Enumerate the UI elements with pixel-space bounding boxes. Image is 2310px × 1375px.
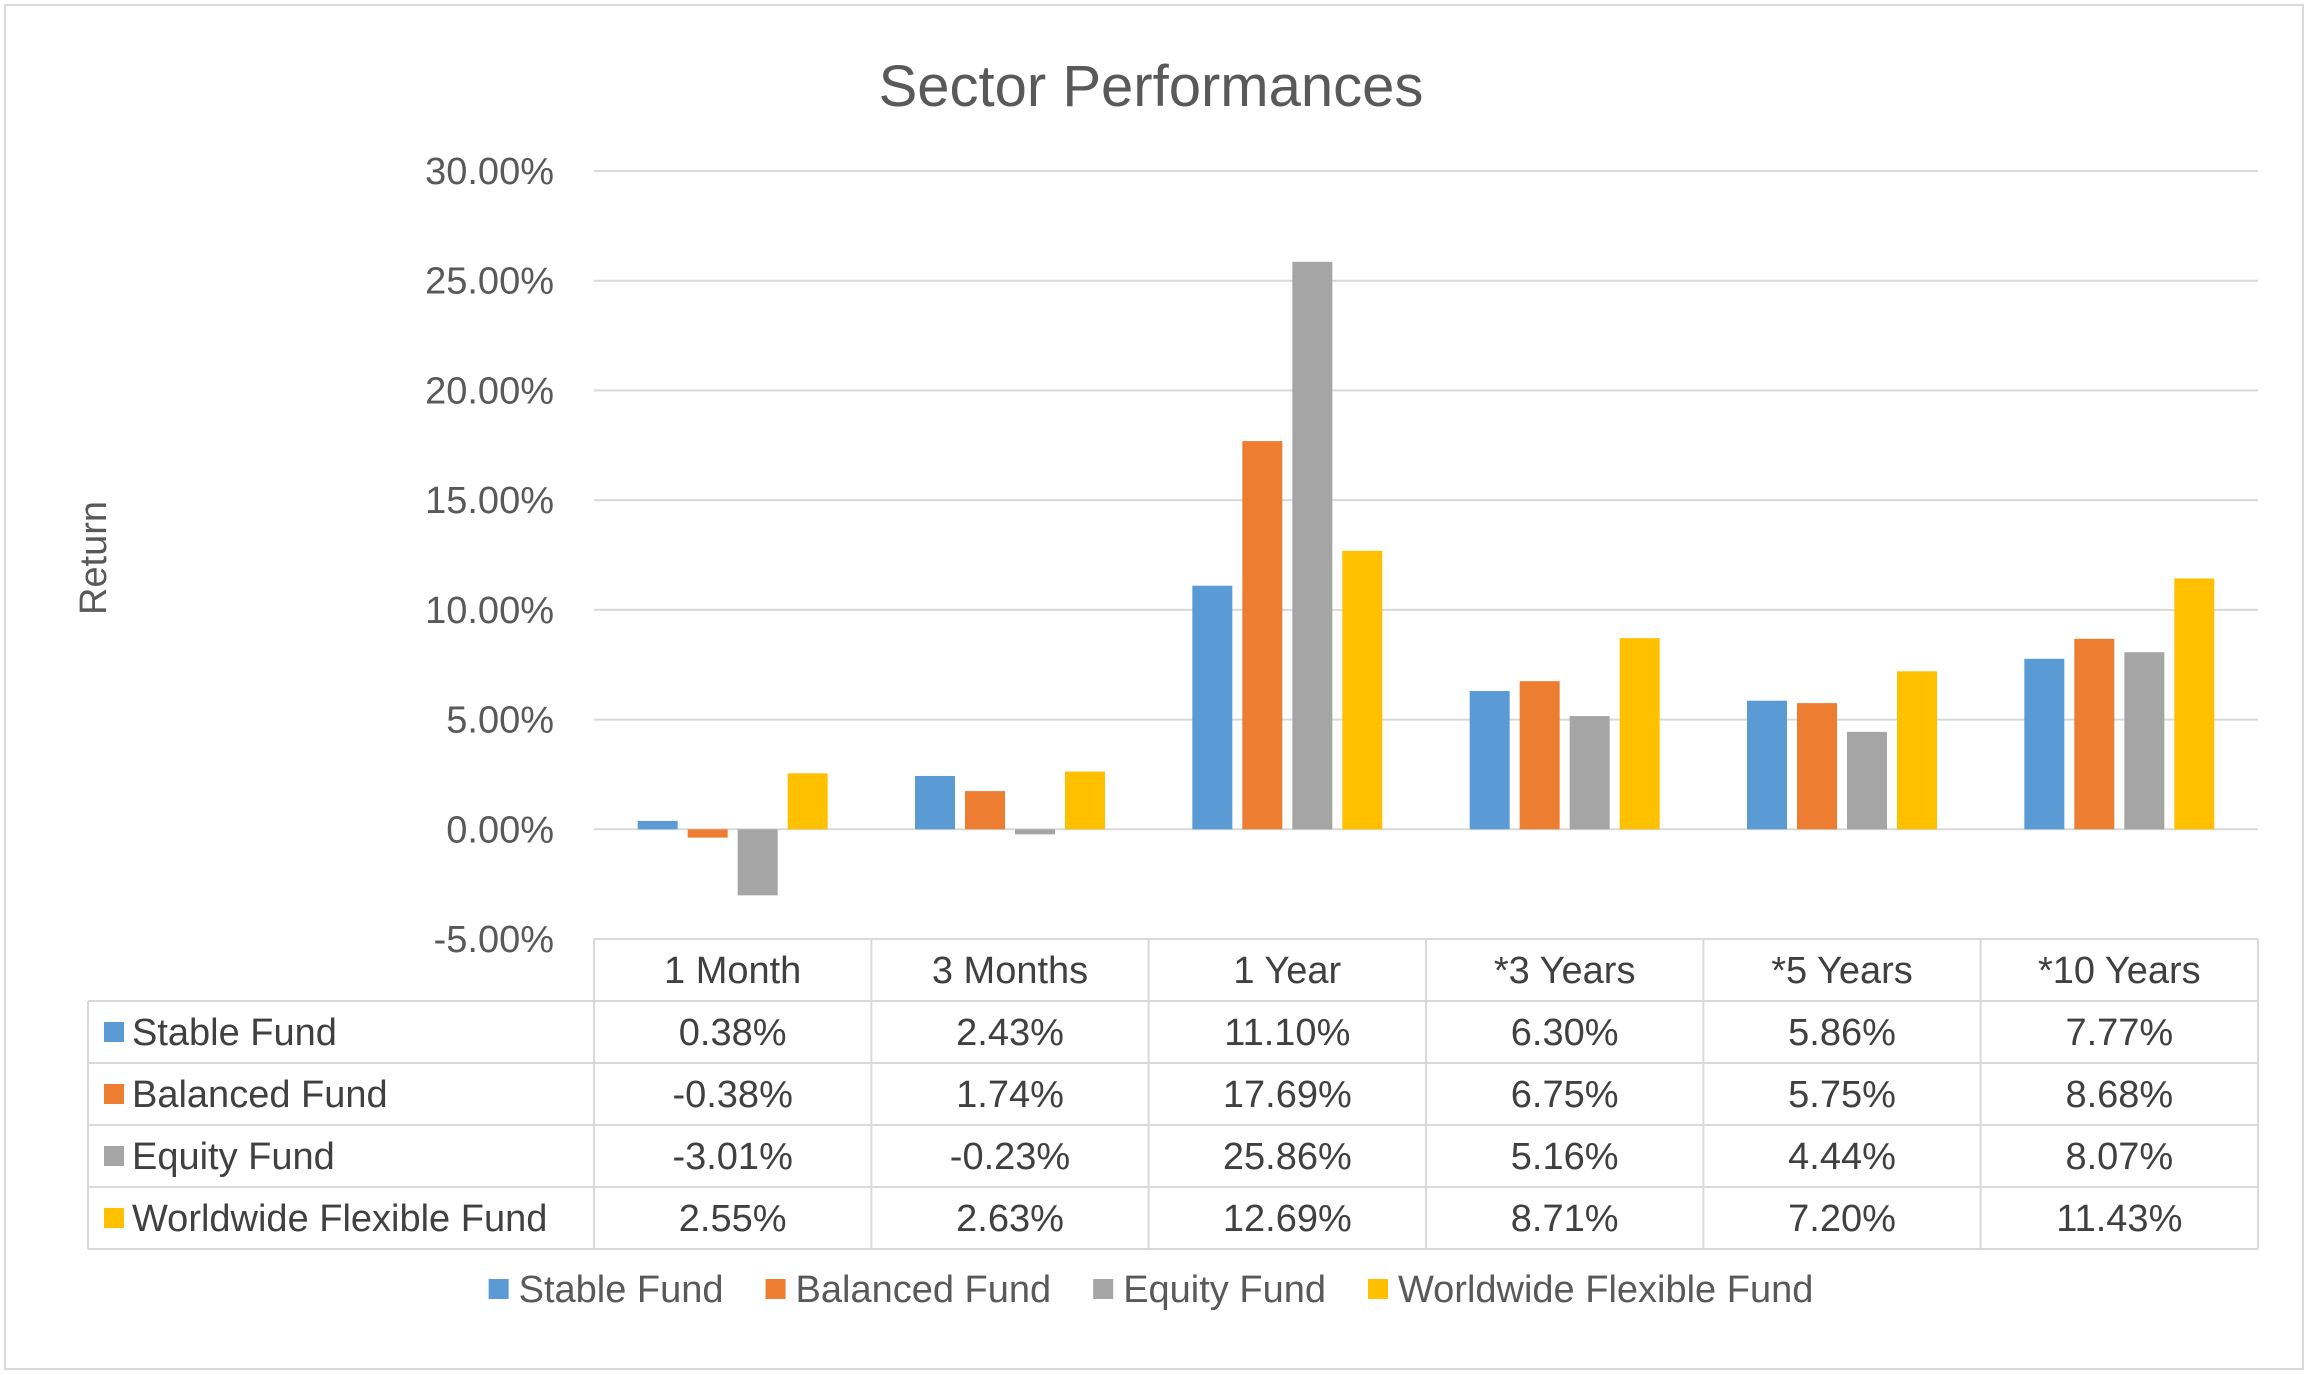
table-cell-value: 17.69% [1223, 1074, 1352, 1116]
table-cell-value: 5.75% [1788, 1074, 1896, 1116]
bar-equity-fund-3-months [1015, 829, 1055, 835]
bar-worldwide-flexible-fund-3-years [1619, 638, 1660, 830]
legend-key-stable-fund [488, 1279, 509, 1299]
table-legend-key [104, 1146, 124, 1166]
y-tick-label: 0.00% [446, 809, 554, 851]
table-series-name: Worldwide Flexible Fund [132, 1198, 547, 1240]
y-tick-label: 25.00% [425, 261, 554, 303]
legend: Stable Fund Balanced Fund Equity Fund World… [488, 1269, 1813, 1311]
table-cell-value: 11.43% [2056, 1198, 2182, 1240]
y-tick-label: 20.00% [425, 370, 554, 412]
table-cell-value: -0.23% [950, 1136, 1070, 1178]
bar-worldwide-flexible-fund-1-year [1342, 550, 1383, 830]
table-cell-value: 6.75% [1511, 1074, 1619, 1116]
category-label: 1 Month [664, 950, 801, 992]
y-tick-label: 5.00% [446, 700, 554, 742]
y-tick-label: 15.00% [425, 480, 554, 522]
table-cell-value: 2.43% [956, 1012, 1064, 1054]
table-legend-key [104, 1084, 124, 1104]
bar-equity-fund-10-years [2124, 652, 2165, 830]
gridlines [594, 170, 2258, 831]
bar-worldwide-flexible-fund-5-years [1897, 671, 1937, 830]
bar-balanced-fund-1-month [687, 829, 728, 838]
y-tick-label: 30.00% [425, 151, 554, 193]
table-cell-value: 0.38% [679, 1012, 787, 1054]
table-cell-value: -3.01% [672, 1136, 792, 1178]
bar-worldwide-flexible-fund-1-month [787, 773, 828, 830]
y-axis-title: Return [73, 501, 115, 615]
table-cell-value: -0.38% [672, 1074, 792, 1116]
table-series-name: Stable Fund [132, 1012, 337, 1054]
bar-balanced-fund-3-years [1519, 681, 1560, 830]
table-cell-value: 8.07% [2065, 1136, 2173, 1178]
chart-title: Sector Performances [879, 54, 1424, 119]
category-label: *10 Years [2038, 950, 2201, 992]
y-tick-label: -5.00% [434, 919, 554, 961]
table-cell-value: 7.77% [2065, 1012, 2173, 1054]
bar-stable-fund-10-years [2024, 658, 2065, 830]
bar-balanced-fund-10-years [2074, 638, 2115, 830]
table-cell-value: 25.86% [1223, 1136, 1352, 1178]
table-cell-value: 2.55% [679, 1198, 787, 1240]
table-cell-value: 7.20% [1788, 1198, 1896, 1240]
table-legend-key [104, 1022, 124, 1042]
chart-frame: Sector Performances Return -5.00% 0.00% 5.… [4, 4, 2304, 1370]
category-label: 1 Year [1233, 950, 1341, 992]
bar-worldwide-flexible-fund-3-months [1065, 771, 1105, 830]
legend-label: Equity Fund [1123, 1269, 1326, 1311]
chart-svg: Sector Performances Return -5.00% 0.00% 5.… [73, 54, 2259, 1311]
bar-equity-fund-5-years [1847, 731, 1887, 830]
table-series-name: Equity Fund [132, 1136, 335, 1178]
legend-key-equity-fund [1093, 1279, 1114, 1299]
category-label: *3 Years [1494, 950, 1636, 992]
table-legend-key [104, 1208, 124, 1228]
bars [637, 261, 2215, 896]
table-cell-value: 4.44% [1788, 1136, 1896, 1178]
table-cell-value: 2.63% [956, 1198, 1064, 1240]
bar-stable-fund-1-year [1192, 585, 1233, 830]
category-label: *5 Years [1771, 950, 1913, 992]
legend-label: Worldwide Flexible Fund [1398, 1269, 1813, 1311]
data-table: 1 Month 3 Months 1 Year *3 Years *5 Years *10… [87, 938, 2259, 1250]
y-tick-label: 10.00% [425, 590, 554, 632]
bar-balanced-fund-1-year [1242, 441, 1283, 830]
legend-label: Stable Fund [519, 1269, 724, 1311]
bar-stable-fund-1-month [637, 820, 678, 830]
bar-equity-fund-3-years [1569, 716, 1610, 830]
table-cell-value: 6.30% [1511, 1012, 1619, 1054]
bar-equity-fund-1-year [1292, 261, 1333, 830]
bar-stable-fund-3-months [915, 775, 955, 830]
bar-balanced-fund-5-years [1797, 703, 1837, 830]
table-cell-value: 5.16% [1511, 1136, 1619, 1178]
bar-equity-fund-1-month [737, 829, 778, 896]
y-axis-ticks: -5.00% 0.00% 5.00% 10.00% 15.00% 20.00% 25.00%… [425, 151, 554, 961]
category-label: 3 Months [932, 950, 1088, 992]
bar-balanced-fund-3-months [965, 791, 1005, 830]
legend-key-worldwide-flexible-fund [1367, 1279, 1388, 1299]
bar-worldwide-flexible-fund-10-years [2174, 578, 2215, 830]
table-cell-value: 8.68% [2065, 1074, 2173, 1116]
table-cell-value: 5.86% [1788, 1012, 1896, 1054]
legend-label: Balanced Fund [796, 1269, 1052, 1311]
bar-stable-fund-3-years [1469, 691, 1510, 830]
table-cell-value: 1.74% [956, 1074, 1064, 1116]
table-cell-value: 11.10% [1224, 1012, 1350, 1054]
table-series-name: Balanced Fund [132, 1074, 388, 1116]
table-cell-value: 8.71% [1511, 1198, 1619, 1240]
bar-stable-fund-5-years [1747, 700, 1787, 830]
legend-key-balanced-fund [765, 1279, 786, 1299]
table-cell-value: 12.69% [1223, 1198, 1352, 1240]
